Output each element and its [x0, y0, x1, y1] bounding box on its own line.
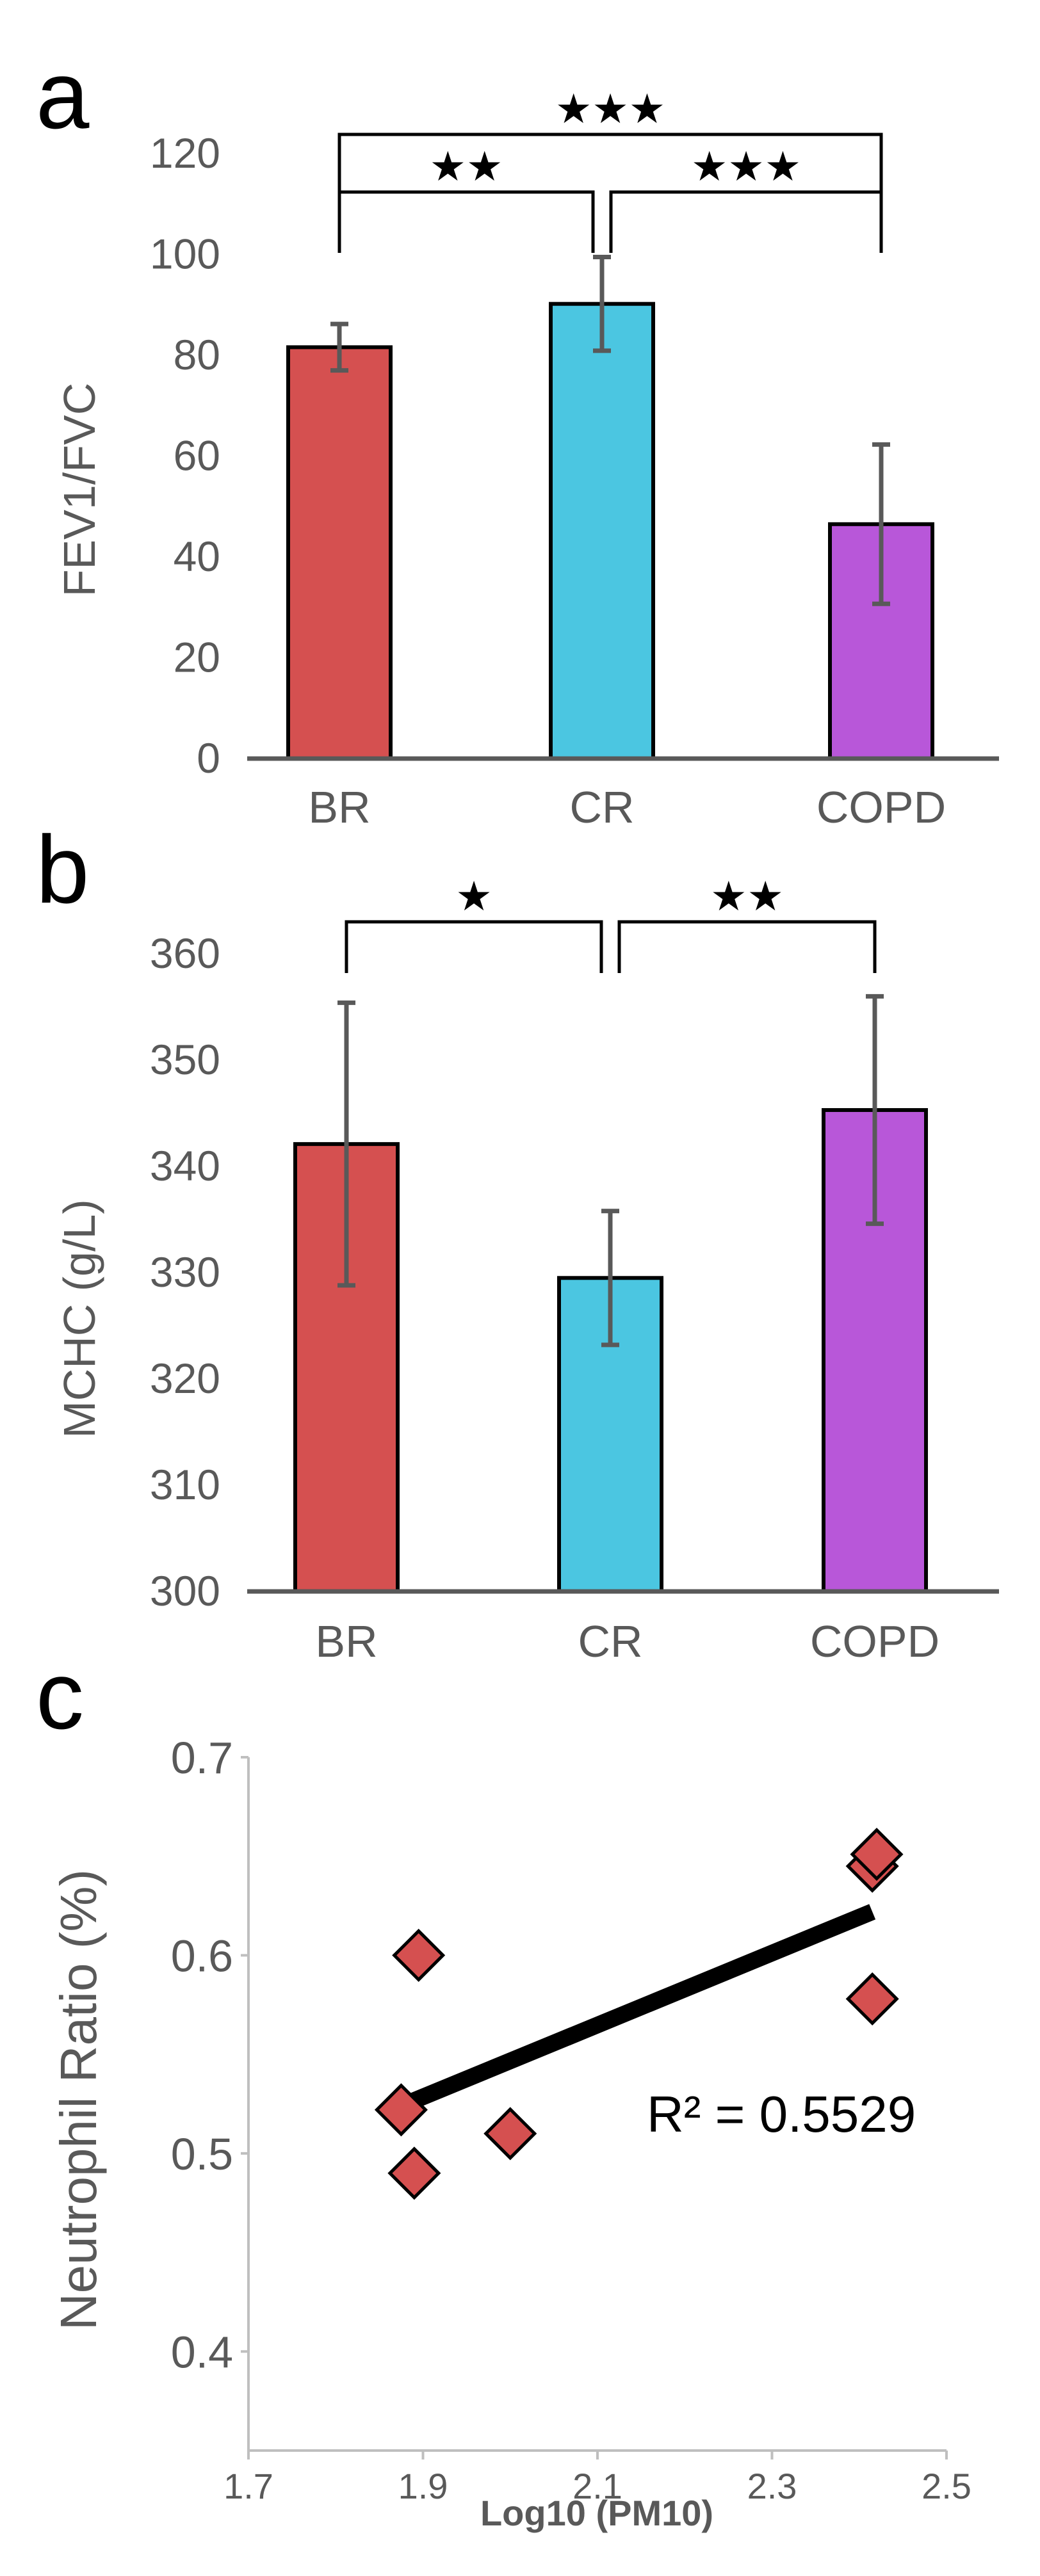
significance-stars: ★★ [430, 143, 503, 191]
data-point [387, 2146, 441, 2200]
y-tick-label: 60 [174, 432, 220, 479]
panel-a-letter: a [36, 41, 90, 149]
category-label-copd: COPD [817, 782, 946, 832]
data-point [845, 1972, 899, 2026]
trendline [398, 1904, 876, 2114]
panel-c-x-axis-label: Log10 (PM10) [480, 2493, 713, 2533]
x-tick-label: 1.7 [223, 2466, 273, 2506]
y-tick-label: 310 [150, 1461, 220, 1508]
y-tick-label: 80 [174, 331, 220, 378]
y-tick-label: 0.6 [171, 1931, 233, 1981]
significance-bracket [337, 190, 595, 253]
significance-bracket [609, 190, 883, 253]
y-tick-label: 0 [197, 734, 220, 782]
category-label-br: BR [308, 782, 370, 832]
panel-b-y-axis-label: MCHC (g/L) [54, 1199, 104, 1438]
data-point [850, 1828, 904, 1881]
data-point [483, 2107, 537, 2161]
significance-stars: ★★★ [555, 86, 665, 133]
data-point [374, 2083, 428, 2137]
y-tick-label: 320 [150, 1355, 220, 1402]
y-tick-label: 20 [174, 634, 220, 681]
y-tick-label: 120 [150, 129, 220, 177]
significance-bracket [617, 920, 877, 973]
panel-a-y-axis-label: FEV1/FVC [54, 383, 104, 597]
y-tick-label: 330 [150, 1248, 220, 1296]
category-label-copd: COPD [810, 1616, 939, 1666]
r-squared-annotation: R² = 0.5529 [647, 2086, 916, 2143]
y-tick-label: 0.4 [171, 2327, 233, 2377]
y-tick-label: 350 [150, 1036, 220, 1083]
significance-bracket [337, 133, 883, 195]
significance-bracket [345, 920, 603, 973]
panel-c-y-axis-label: Neutrophil Ratio (%) [50, 1869, 107, 2330]
panel-c-letter: c [36, 1641, 84, 1749]
significance-stars: ★ [455, 873, 492, 921]
y-tick-label: 40 [174, 533, 220, 580]
y-tick-label: 340 [150, 1142, 220, 1189]
significance-stars: ★★ [710, 873, 784, 921]
data-point [392, 1928, 446, 1982]
x-tick-label: 2.1 [573, 2466, 622, 2506]
panel-c-scatter-chart: c Neutrophil Ratio (%) 0.4 0.5 0.6 0.7 1.7 1.… [36, 1641, 971, 2533]
category-label-cr: CR [569, 782, 634, 832]
category-label-cr: CR [578, 1616, 642, 1666]
significance-stars: ★★★ [691, 143, 801, 191]
y-tick-label: 100 [150, 230, 220, 278]
y-tick-label: 360 [150, 930, 220, 977]
x-tick-label: 1.9 [398, 2466, 448, 2506]
panel-b-letter: b [36, 816, 89, 923]
x-tick-label: 2.3 [747, 2466, 797, 2506]
bar-cr [549, 302, 655, 761]
category-label-br: BR [315, 1616, 377, 1666]
x-tick-label: 2.5 [922, 2466, 971, 2506]
y-tick-label: 0.7 [171, 1733, 233, 1783]
bar-br [286, 345, 393, 761]
y-tick-label: 0.5 [171, 2129, 233, 2179]
y-tick-label: 300 [150, 1567, 220, 1614]
